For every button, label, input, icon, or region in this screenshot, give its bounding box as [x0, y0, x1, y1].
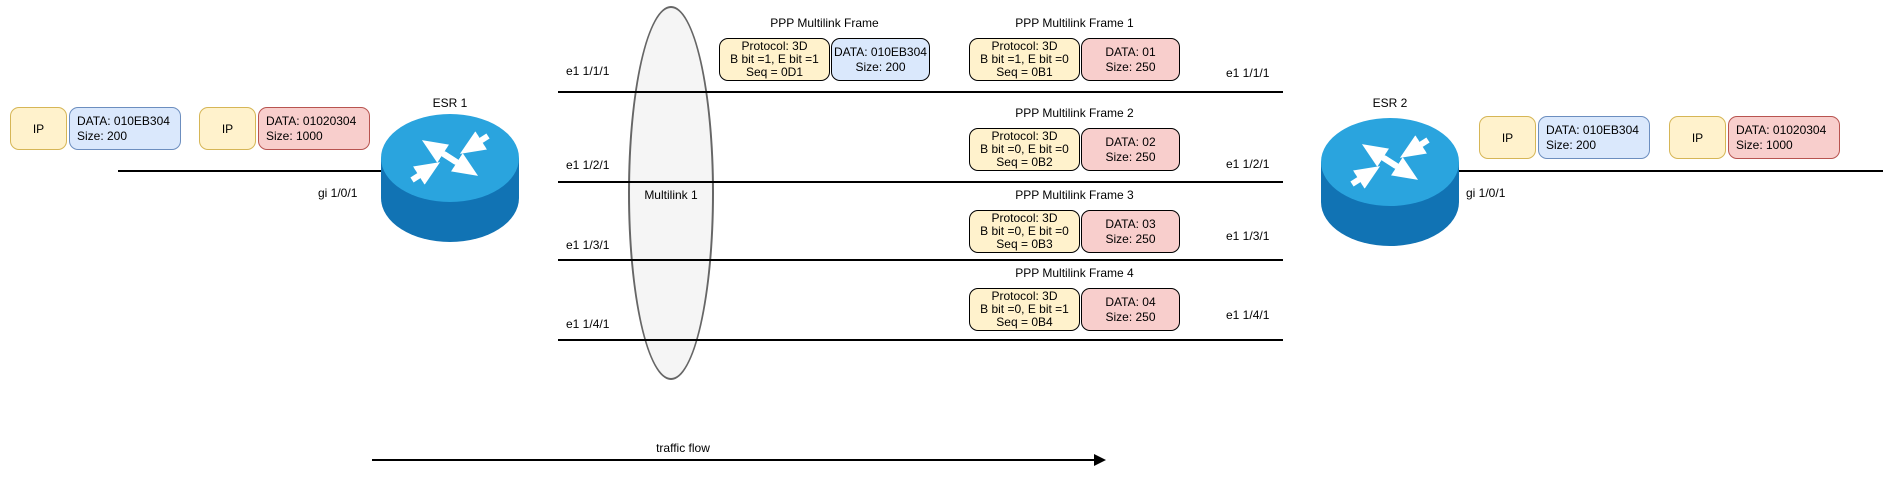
seq-line: Seq = 0D1	[745, 65, 804, 79]
data-box: DATA: 02 Size: 250	[1081, 128, 1180, 171]
ppp-frame-3: PPP Multilink Frame 3 Protocol: 3D B bit…	[969, 188, 1180, 253]
data-box: DATA: 01 Size: 250	[1081, 38, 1180, 81]
size-line: Size: 200	[855, 59, 906, 74]
iface-right-1: e1 1/1/1	[1226, 66, 1270, 80]
ip-packet-left-large: IP DATA: 01020304 Size: 1000	[199, 107, 370, 150]
link-line-1	[558, 91, 1283, 93]
packet-size-line: Size: 1000	[1736, 137, 1793, 152]
packet-data-box: DATA: 01020304 Size: 1000	[1728, 116, 1840, 159]
packet-data-line: DATA: 010EB304	[77, 113, 170, 128]
router-esr1-port-label: gi 1/0/1	[318, 186, 358, 200]
protocol-line: Protocol: 3D	[741, 39, 808, 53]
packet-size-line: Size: 1000	[266, 128, 323, 143]
ip-header-box: IP	[199, 107, 256, 150]
router-icon	[381, 114, 519, 242]
iface-right-3: e1 1/3/1	[1226, 229, 1270, 243]
packet-data-box: DATA: 010EB304 Size: 200	[69, 107, 181, 150]
protocol-line: Protocol: 3D	[991, 211, 1058, 225]
frame-title: PPP Multilink Frame 3	[1015, 188, 1134, 202]
link-line-2	[558, 181, 1283, 183]
seq-line: Seq = 0B4	[996, 315, 1053, 329]
be-bits-line: B bit =0, E bit =0	[980, 224, 1069, 238]
link-line-4	[558, 339, 1283, 341]
be-bits-line: B bit =1, E bit =1	[730, 52, 819, 66]
data-line: DATA: 010EB304	[834, 44, 927, 59]
iface-right-4: e1 1/4/1	[1226, 308, 1270, 322]
iface-left-3: e1 1/3/1	[566, 238, 610, 252]
iface-left-1: e1 1/1/1	[566, 64, 610, 78]
protocol-line: Protocol: 3D	[991, 289, 1058, 303]
seq-line: Seq = 0B3	[996, 237, 1053, 251]
seq-line: Seq = 0B2	[996, 155, 1053, 169]
ppp-frame-1: PPP Multilink Frame 1 Protocol: 3D B bit…	[969, 16, 1180, 81]
router-esr2-label: ESR 2	[1372, 96, 1408, 110]
iface-right-2: e1 1/2/1	[1226, 157, 1270, 171]
ppp-frame-4: PPP Multilink Frame 4 Protocol: 3D B bit…	[969, 266, 1180, 331]
protocol-line: Protocol: 3D	[991, 129, 1058, 143]
gi-line-right	[1458, 170, 1883, 172]
frame-title: PPP Multilink Frame 2	[1015, 106, 1134, 120]
ip-header-box: IP	[1669, 116, 1726, 159]
ip-packet-right-large: IP DATA: 01020304 Size: 1000	[1669, 116, 1840, 159]
packet-data-box: DATA: 010EB304 Size: 200	[1538, 116, 1650, 159]
be-bits-line: B bit =1, E bit =0	[980, 52, 1069, 66]
ip-header-box: IP	[10, 107, 67, 150]
protocol-box: Protocol: 3D B bit =0, E bit =0 Seq = 0B…	[969, 210, 1080, 253]
protocol-box: Protocol: 3D B bit =1, E bit =1 Seq = 0D…	[719, 38, 830, 81]
router-esr2-port-label: gi 1/0/1	[1466, 186, 1506, 200]
data-box: DATA: 010EB304 Size: 200	[831, 38, 930, 81]
link-line-3	[558, 259, 1283, 261]
router-icon	[1321, 118, 1459, 246]
packet-data-line: DATA: 01020304	[1736, 122, 1827, 137]
router-esr1-label: ESR 1	[432, 96, 468, 110]
router-esr2	[1320, 116, 1460, 248]
iface-left-4: e1 1/4/1	[566, 317, 610, 331]
multilink-label: Multilink 1	[644, 188, 698, 202]
frame-title: PPP Multilink Frame 4	[1015, 266, 1134, 280]
size-line: Size: 250	[1105, 149, 1156, 164]
size-line: Size: 250	[1105, 309, 1156, 324]
frame-title: PPP Multilink Frame	[770, 16, 879, 30]
router-esr1	[380, 112, 520, 244]
ip-packet-right-small: IP DATA: 010EB304 Size: 200	[1479, 116, 1650, 159]
ip-label: IP	[221, 121, 234, 136]
traffic-flow-arrowhead-icon	[1094, 454, 1106, 466]
protocol-box: Protocol: 3D B bit =0, E bit =1 Seq = 0B…	[969, 288, 1080, 331]
frame-title: PPP Multilink Frame 1	[1015, 16, 1134, 30]
data-box: DATA: 03 Size: 250	[1081, 210, 1180, 253]
ip-label: IP	[1691, 130, 1704, 145]
data-line: DATA: 02	[1105, 134, 1156, 149]
traffic-flow-label: traffic flow	[656, 441, 710, 455]
ip-label: IP	[32, 121, 45, 136]
data-box: DATA: 04 Size: 250	[1081, 288, 1180, 331]
traffic-flow-arrow	[372, 459, 1096, 461]
be-bits-line: B bit =0, E bit =1	[980, 302, 1069, 316]
protocol-box: Protocol: 3D B bit =1, E bit =0 Seq = 0B…	[969, 38, 1080, 81]
ppp-frame-2: PPP Multilink Frame 2 Protocol: 3D B bit…	[969, 106, 1180, 171]
ip-packet-left-small: IP DATA: 010EB304 Size: 200	[10, 107, 181, 150]
iface-left-2: e1 1/2/1	[566, 158, 610, 172]
seq-line: Seq = 0B1	[996, 65, 1053, 79]
size-line: Size: 250	[1105, 59, 1156, 74]
data-line: DATA: 01	[1105, 44, 1156, 59]
multilink-ellipse	[628, 6, 714, 380]
packet-data-line: DATA: 01020304	[266, 113, 357, 128]
gi-line-left	[118, 170, 382, 172]
be-bits-line: B bit =0, E bit =0	[980, 142, 1069, 156]
ppp-frame-original: PPP Multilink Frame Protocol: 3D B bit =…	[719, 16, 930, 81]
size-line: Size: 250	[1105, 231, 1156, 246]
ip-label: IP	[1501, 130, 1514, 145]
packet-data-line: DATA: 010EB304	[1546, 122, 1639, 137]
ip-header-box: IP	[1479, 116, 1536, 159]
packet-size-line: Size: 200	[77, 128, 128, 143]
data-line: DATA: 04	[1105, 294, 1156, 309]
packet-data-box: DATA: 01020304 Size: 1000	[258, 107, 370, 150]
packet-size-line: Size: 200	[1546, 137, 1597, 152]
data-line: DATA: 03	[1105, 216, 1156, 231]
protocol-line: Protocol: 3D	[991, 39, 1058, 53]
protocol-box: Protocol: 3D B bit =0, E bit =0 Seq = 0B…	[969, 128, 1080, 171]
